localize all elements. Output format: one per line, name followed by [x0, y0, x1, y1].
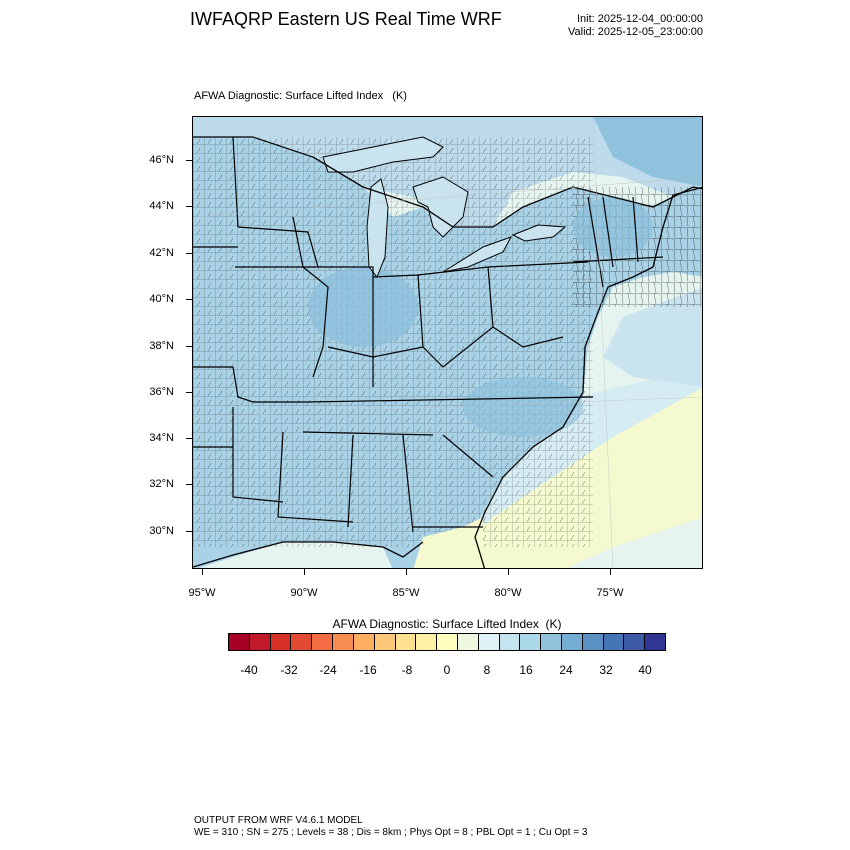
colorbar-label: 24: [559, 663, 573, 677]
footer-config-line: WE = 310 ; SN = 275 ; Levels = 38 ; Dis …: [194, 827, 588, 838]
colorbar-label: -24: [319, 663, 337, 677]
lat-tick: [186, 346, 192, 347]
colorbar-label: -16: [359, 663, 377, 677]
lon-tick: [610, 569, 611, 575]
lat-label-34n: 34°N: [149, 432, 174, 444]
footer-model-line: OUTPUT FROM WRF V4.6.1 MODEL: [194, 815, 363, 826]
map-panel: [192, 116, 703, 569]
lat-tick: [186, 392, 192, 393]
colorbar-swatch: [249, 634, 271, 650]
colorbar-swatch: [645, 634, 666, 650]
lat-tick: [186, 160, 192, 161]
colorbar-swatch: [582, 634, 604, 650]
lake-erie: [442, 236, 513, 273]
map-title: AFWA Diagnostic: Surface Lifted Index (K…: [194, 90, 407, 102]
lake-ontario: [511, 224, 567, 242]
deep-patch-va: [463, 377, 583, 437]
lon-label-95w: 95°W: [188, 587, 216, 599]
colorbar-swatch: [353, 634, 375, 650]
lat-label-38n: 38°N: [149, 340, 174, 352]
quebec-region: [593, 117, 702, 187]
lon-tick: [304, 569, 305, 575]
lon-tick: [508, 569, 509, 575]
colorbar-swatch: [624, 634, 646, 650]
colorbar-swatch: [541, 634, 562, 650]
colorbar-label: 32: [599, 663, 613, 677]
colorbar-swatch: [374, 634, 396, 650]
lat-label-46n: 46°N: [149, 154, 174, 166]
colorbar-swatch: [520, 634, 542, 650]
lat-tick: [186, 299, 192, 300]
lake-michigan: [366, 178, 389, 278]
colorbar-swatch: [333, 634, 354, 650]
colorbar-swatch: [499, 634, 521, 650]
ocean-east: [603, 287, 702, 387]
colorbar-swatch: [603, 634, 625, 650]
lon-label-80w: 80°W: [494, 587, 522, 599]
lat-label-32n: 32°N: [149, 478, 174, 490]
colorbar-label: -32: [280, 663, 298, 677]
east-coastline: [474, 186, 702, 568]
deep-patch-ne: [573, 197, 653, 257]
colorbar: [228, 633, 666, 651]
lat-tick: [186, 484, 192, 485]
colorbar-label: 0: [443, 663, 451, 677]
colorbar-swatch: [312, 634, 334, 650]
deep-patch-ohio: [308, 267, 418, 347]
colorbar-label: 16: [519, 663, 533, 677]
lon-label-85w: 85°W: [392, 587, 420, 599]
valid-time: Valid: 2025-12-05_23:00:00: [568, 26, 703, 38]
colorbar-swatch: [478, 634, 500, 650]
lon-tick: [406, 569, 407, 575]
lon-label-75w: 75°W: [596, 587, 624, 599]
graticule: [193, 117, 702, 568]
florida-yellow: [413, 517, 483, 568]
colorbar-swatch: [457, 634, 479, 650]
lat-tick: [186, 531, 192, 532]
colorbar-label: 40: [638, 663, 652, 677]
lat-tick: [186, 253, 192, 254]
colorbar-swatch: [437, 634, 458, 650]
colorbar-label: 8: [483, 663, 491, 677]
lat-label-44n: 44°N: [149, 200, 174, 212]
main-title: IWFAQRP Eastern US Real Time WRF: [190, 9, 502, 29]
colorbar-label: -8: [401, 663, 413, 677]
colorbar-swatch: [229, 634, 250, 650]
lifted-index-map: [193, 117, 702, 568]
lat-label-40n: 40°N: [149, 293, 174, 305]
lake-superior: [322, 136, 444, 173]
gulf-coastline: [193, 541, 424, 568]
lake-huron: [412, 176, 469, 238]
lon-tick: [202, 569, 203, 575]
colorbar-label: -40: [240, 663, 258, 677]
colorbar-swatch: [395, 634, 417, 650]
lon-label-90w: 90°W: [290, 587, 318, 599]
colorbar-swatch: [416, 634, 438, 650]
colorbar-swatch: [562, 634, 583, 650]
colorbar-swatch: [270, 634, 292, 650]
lat-label-42n: 42°N: [149, 247, 174, 259]
colorbar-title: AFWA Diagnostic: Surface Lifted Index (K…: [332, 617, 562, 631]
lat-label-30n: 30°N: [149, 525, 174, 537]
county-grid: [193, 137, 593, 547]
colorbar-swatch: [291, 634, 313, 650]
lat-tick: [186, 438, 192, 439]
init-time: Init: 2025-12-04_00:00:00: [577, 13, 703, 25]
lat-label-36n: 36°N: [149, 386, 174, 398]
lat-tick: [186, 206, 192, 207]
